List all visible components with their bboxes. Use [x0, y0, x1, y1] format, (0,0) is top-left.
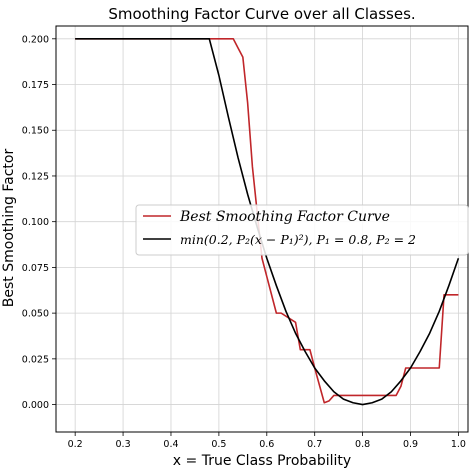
legend-label-best-smoothing: Best Smoothing Factor Curve — [179, 209, 390, 225]
x-tick-label: 0.8 — [355, 439, 370, 450]
legend-label-min-function: min(0.2, P₂(x − P₁)²), P₁ = 0.8, P₂ = 2 — [180, 232, 416, 247]
y-tick-label: 0.000 — [22, 400, 49, 411]
legend-box — [135, 204, 469, 256]
x-axis-label: x = True Class Probability — [173, 453, 351, 469]
x-tick-label: 0.2 — [68, 439, 83, 450]
y-tick-label: 0.050 — [22, 309, 49, 320]
x-tick-label: 0.7 — [307, 439, 322, 450]
y-tick-label: 0.025 — [22, 354, 49, 365]
x-axis-ticks: 0.2 0.3 0.4 0.5 0.6 0.7 0.8 0.9 1.0 — [68, 432, 466, 450]
x-tick-label: 0.4 — [163, 439, 178, 450]
x-tick-label: 0.5 — [211, 439, 226, 450]
y-tick-label: 0.150 — [22, 126, 49, 137]
y-tick-label: 0.075 — [22, 263, 49, 274]
x-tick-label: 0.9 — [403, 439, 418, 450]
series-line-best-smoothing — [75, 38, 459, 404]
x-tick-label: 0.6 — [259, 439, 274, 450]
y-axis-label: Best Smoothing Factor — [1, 149, 17, 308]
y-tick-label: 0.100 — [22, 217, 49, 228]
legend: Best Smoothing Factor Curve min(0.2, P₂(… — [135, 204, 469, 256]
series-line-min-function — [75, 38, 460, 406]
x-tick-label: 1.0 — [451, 439, 466, 450]
y-tick-label: 0.175 — [22, 80, 49, 91]
chart-title: Smoothing Factor Curve over all Classes. — [108, 5, 415, 23]
y-axis-ticks: 0.000 0.025 0.050 0.075 0.100 0.125 0.150 0.175… — [22, 34, 56, 411]
y-tick-label: 0.125 — [22, 171, 49, 182]
y-tick-label: 0.200 — [22, 34, 49, 45]
x-tick-label: 0.3 — [116, 439, 131, 450]
series-layer — [75, 38, 460, 406]
